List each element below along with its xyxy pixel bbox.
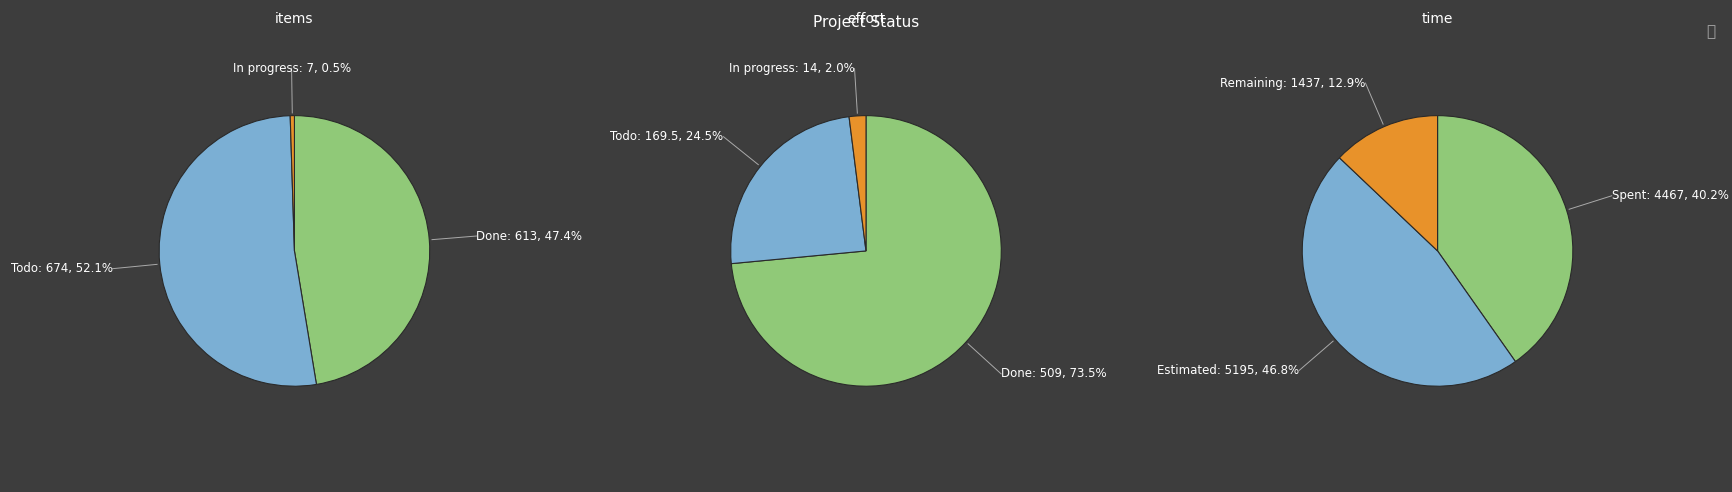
Wedge shape <box>159 116 317 386</box>
Text: ⓘ: ⓘ <box>1706 25 1716 39</box>
Text: Todo: 169.5, 24.5%: Todo: 169.5, 24.5% <box>610 130 724 143</box>
Title: effort: effort <box>847 12 885 27</box>
Wedge shape <box>731 117 866 264</box>
Text: Remaining: 1437, 12.9%: Remaining: 1437, 12.9% <box>1219 77 1365 90</box>
Text: Spent: 4467, 40.2%: Spent: 4467, 40.2% <box>1612 189 1729 202</box>
Wedge shape <box>291 116 294 251</box>
Text: Todo: 674, 52.1%: Todo: 674, 52.1% <box>10 262 113 275</box>
Text: In progress: 14, 2.0%: In progress: 14, 2.0% <box>729 62 854 75</box>
Text: In progress: 7, 0.5%: In progress: 7, 0.5% <box>232 62 350 75</box>
Text: Estimated: 5195, 46.8%: Estimated: 5195, 46.8% <box>1157 364 1299 377</box>
Text: Project Status: Project Status <box>812 15 920 30</box>
Text: Done: 509, 73.5%: Done: 509, 73.5% <box>1001 368 1107 380</box>
Wedge shape <box>849 116 866 251</box>
Wedge shape <box>1302 158 1516 386</box>
Title: time: time <box>1422 12 1453 27</box>
Wedge shape <box>294 116 430 384</box>
Title: items: items <box>275 12 313 27</box>
Wedge shape <box>1339 116 1438 251</box>
Wedge shape <box>1438 116 1573 362</box>
Wedge shape <box>731 116 1001 386</box>
Text: Done: 613, 47.4%: Done: 613, 47.4% <box>476 229 582 243</box>
